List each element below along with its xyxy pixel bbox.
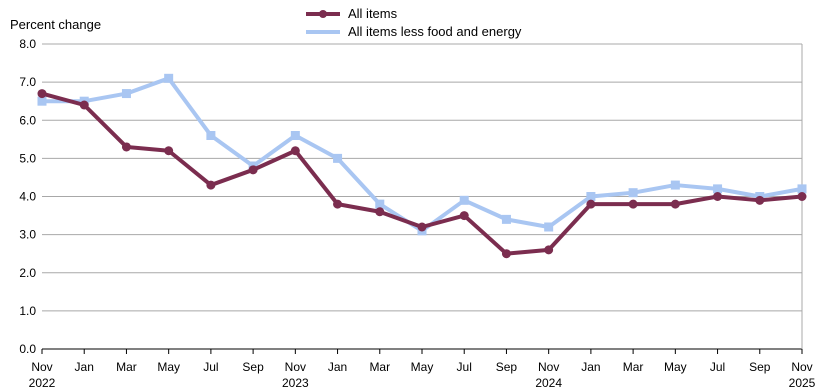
data-point-all-items	[375, 207, 384, 216]
x-year-label: 2025	[789, 376, 816, 390]
data-point-all-items	[206, 181, 215, 190]
data-point-core	[460, 196, 469, 205]
y-tick-labels: 0.0 1.0 2.0 3.0 4.0 5.0 6.0 7.0 8.0	[19, 37, 36, 356]
x-tick-label: Nov	[285, 360, 306, 374]
data-point-all-items	[798, 192, 807, 201]
data-point-core	[502, 215, 511, 224]
x-year-label: 2022	[29, 376, 56, 390]
data-point-all-items	[38, 89, 47, 98]
x-tick-label: Mar	[623, 360, 644, 374]
x-tick-label: May	[664, 360, 687, 374]
x-tick-label: Jul	[457, 360, 472, 374]
x-tick-label: May	[411, 360, 434, 374]
x-tick-label: Sep	[242, 360, 264, 374]
data-point-all-items	[460, 211, 469, 220]
series-line-1	[42, 78, 802, 231]
y-tick-label: 3.0	[19, 228, 36, 242]
x-year-label: 2023	[282, 376, 309, 390]
data-point-all-items	[586, 200, 595, 209]
x-tick-label: Mar	[369, 360, 390, 374]
data-point-core	[291, 131, 300, 140]
data-point-all-items	[671, 200, 680, 209]
data-point-all-items	[249, 165, 258, 174]
y-axis-label: Percent change	[10, 17, 101, 32]
data-point-all-items	[755, 196, 764, 205]
data-point-core	[206, 131, 215, 140]
x-tick-label: Nov	[538, 360, 559, 374]
x-tick-label: Jan	[75, 360, 94, 374]
y-tick-label: 0.0	[19, 342, 36, 356]
y-tick-label: 6.0	[19, 113, 36, 127]
y-tick-label: 1.0	[19, 304, 36, 318]
x-tick-label: May	[157, 360, 180, 374]
data-point-all-items	[713, 192, 722, 201]
data-point-core	[122, 89, 131, 98]
data-point-core	[544, 223, 553, 232]
legend-label-all-items: All items	[348, 6, 398, 21]
y-tick-label: 2.0	[19, 266, 36, 280]
y-tick-label: 5.0	[19, 151, 36, 165]
data-point-all-items	[629, 200, 638, 209]
data-point-core	[671, 181, 680, 190]
data-point-all-items	[164, 146, 173, 155]
legend-marker-all-items	[319, 10, 327, 18]
y-tick-label: 7.0	[19, 75, 36, 89]
x-year-label: 2024	[535, 376, 562, 390]
x-tick-label: Jul	[710, 360, 725, 374]
data-point-core	[333, 154, 342, 163]
data-point-all-items	[418, 223, 427, 232]
x-tick-label: Nov	[791, 360, 812, 374]
x-tick-label: Jan	[581, 360, 600, 374]
x-tick-label: Sep	[749, 360, 771, 374]
x-tick-label: Sep	[496, 360, 518, 374]
data-point-all-items	[333, 200, 342, 209]
y-tick-label: 8.0	[19, 37, 36, 51]
x-tick-label: Nov	[31, 360, 52, 374]
x-tick-label: Jul	[203, 360, 218, 374]
data-point-all-items	[80, 101, 89, 110]
legend: All items All items less food and energy	[306, 6, 522, 39]
legend-label-core: All items less food and energy	[348, 24, 522, 39]
data-point-all-items	[291, 146, 300, 155]
x-tick-label: Mar	[116, 360, 137, 374]
data-point-core	[164, 74, 173, 83]
x-tick-label: Jan	[328, 360, 347, 374]
data-point-all-items	[544, 245, 553, 254]
data-point-all-items	[122, 142, 131, 151]
gridlines	[42, 44, 802, 349]
y-tick-label: 4.0	[19, 190, 36, 204]
data-point-all-items	[502, 249, 511, 258]
x-tick-labels: Nov Jan Mar May Jul Sep Nov Jan Mar May Jul Sep Nov J…	[29, 349, 816, 390]
series-group	[38, 74, 807, 258]
data-point-core	[629, 188, 638, 197]
